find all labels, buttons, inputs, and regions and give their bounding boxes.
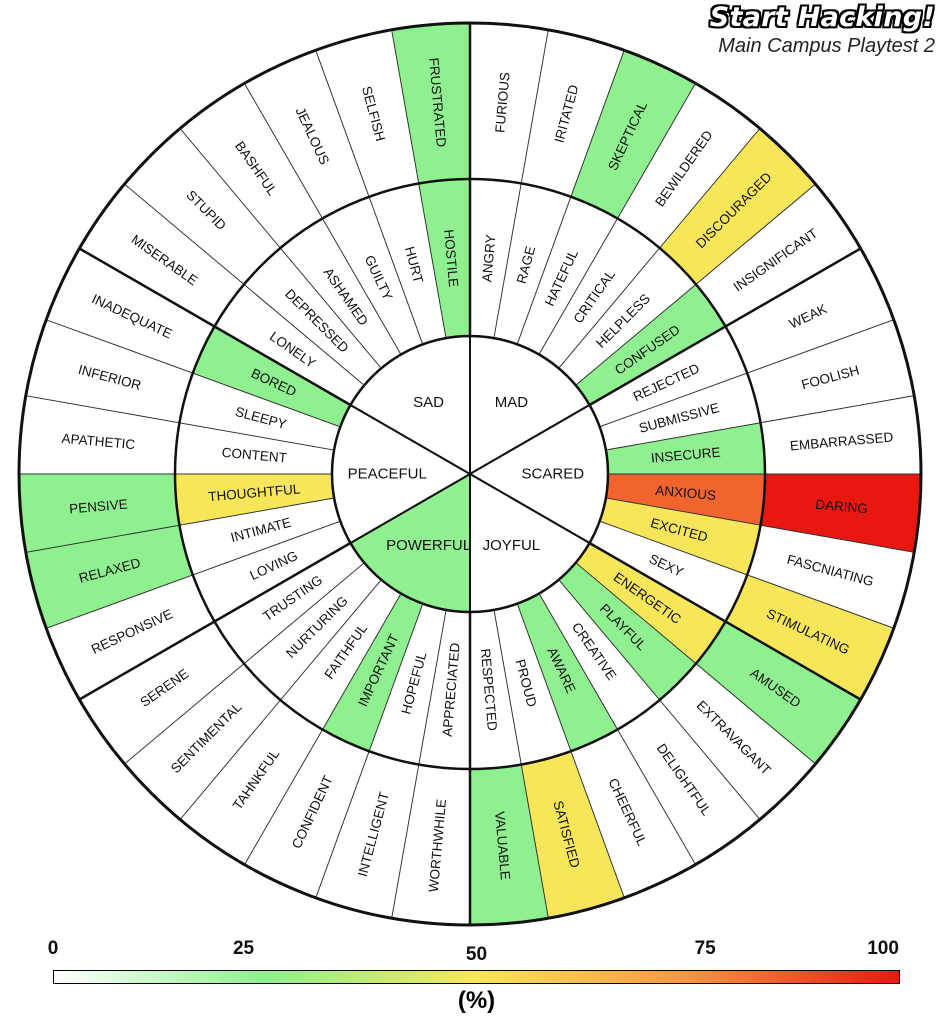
middle-label-respected: RESPECTED — [478, 648, 500, 732]
chart-subtitle: Main Campus Playtest 2 — [718, 35, 935, 57]
outer-label-daring: DARING — [815, 497, 869, 517]
title-block: Start Hacking! Main Campus Playtest 2 — [710, 2, 935, 58]
middle-label-insecure: INSECURE — [650, 445, 721, 466]
core-label-powerful: POWERFUL — [386, 537, 471, 554]
outer-label-furious: FURIOUS — [492, 72, 512, 134]
scale-tick-75: 75 — [694, 938, 716, 959]
outer-label-valuable: VALUABLE — [492, 811, 513, 881]
scale-tick-50: 50 — [465, 944, 488, 965]
color-scale: 0 25 50 75 100 (%) — [48, 938, 900, 1018]
group-divider-2 — [588, 541, 862, 701]
outer-label-apathetic: APATHETIC — [61, 431, 136, 452]
scale-tick-100: 100 — [867, 938, 899, 959]
scale-tick-25: 25 — [232, 938, 255, 959]
group-divider-5 — [78, 247, 352, 407]
group-divider-1 — [588, 247, 862, 407]
scale-tick-0: 0 — [47, 938, 59, 959]
core-label-peaceful: PEACEFUL — [348, 466, 427, 483]
middle-label-angry: ANGRY — [479, 234, 498, 283]
core-label-sad: SAD — [413, 394, 444, 411]
middle-label-anxious: ANXIOUS — [655, 483, 717, 503]
core-label-joyful: JOYFUL — [483, 537, 541, 554]
middle-label-hostile: HOSTILE — [441, 229, 461, 288]
feelings-wheel: FURIOUS IRITATED SKEPTICAL BEWILDEREDDISCOU… — [17, 21, 923, 927]
middle-label-content: CONTENT — [221, 445, 287, 466]
scale-unit-label: (%) — [457, 987, 496, 1014]
group-divider-4 — [78, 541, 352, 701]
scale-gradient-bar — [53, 970, 900, 984]
core-label-mad: MAD — [495, 394, 529, 411]
core-label-scared: SCARED — [522, 466, 585, 483]
chart-title: Start Hacking! — [709, 2, 935, 33]
outer-label-pensive: PENSIVE — [69, 496, 129, 516]
